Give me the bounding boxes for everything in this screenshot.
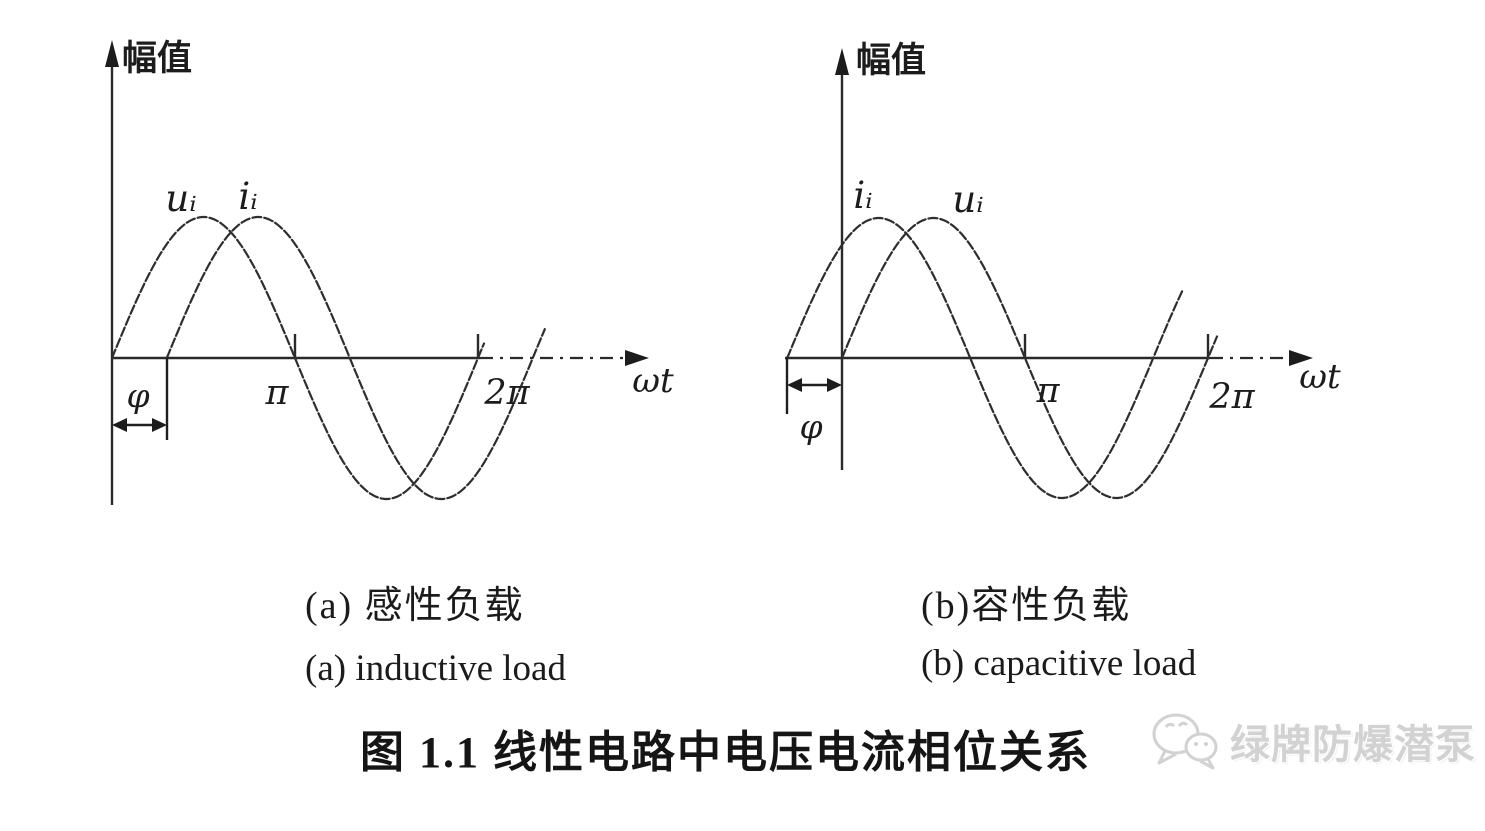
voltage-curve (840, 216, 1219, 500)
phase-arrowhead-left-icon (787, 378, 802, 392)
y-axis-arrowhead-icon (835, 48, 849, 75)
tick-label-pi: π (1035, 371, 1060, 411)
phase-label: φ (126, 376, 149, 415)
caption-b-zh: (b)容性负载 (921, 585, 1132, 627)
phase-arrowhead-right-icon (152, 418, 167, 432)
waveform-diagram-inductive: φ 幅值 ωt uᵢ iᵢ π 2π (105, 39, 674, 505)
x-axis-label: ωt (1299, 357, 1341, 397)
phase-arrowhead-right-icon (827, 378, 842, 392)
tick-label-2pi: 2π (1208, 377, 1255, 417)
x-ticks (1023, 334, 1210, 358)
wechat-logo-icon (1152, 713, 1218, 770)
x-axis-arrowhead-icon (625, 350, 649, 366)
current-curve (786, 216, 1185, 500)
voltage-curve-label: uᵢ (165, 177, 196, 220)
current-curve (165, 215, 546, 501)
watermark: 绿牌防爆潜泵 (1150, 710, 1476, 772)
phase-label: φ (799, 407, 822, 446)
x-axis-arrowhead-icon (1289, 350, 1313, 366)
current-curve-label: iᵢ (238, 175, 257, 218)
caption-a-en: (a) inductive load (305, 648, 566, 689)
y-axis-arrowhead-icon (105, 40, 119, 67)
figure-caption: 图 1.1 线性电路中电压电流相位关系 (360, 728, 1091, 777)
y-axis-label: 幅值 (122, 39, 192, 78)
waveform-diagram-capacitive: φ 幅值 ωt iᵢ uᵢ π 2π (785, 41, 1341, 500)
x-ticks (293, 334, 480, 358)
current-curve-label: iᵢ (853, 174, 872, 217)
phase-arrowhead-left-icon (112, 418, 127, 432)
tick-label-2pi: 2π (483, 373, 530, 413)
voltage-curve-label: uᵢ (952, 178, 983, 221)
voltage-curve (110, 215, 486, 501)
caption-b-en: (b) capacitive load (921, 643, 1197, 684)
phase-annotation: φ (785, 358, 842, 446)
caption-a-zh: (a) 感性负载 (305, 585, 525, 627)
x-axis-label: ωt (632, 361, 674, 401)
watermark-text: 绿牌防爆潜泵 (1230, 722, 1476, 767)
phase-annotation: φ (112, 358, 169, 440)
y-axis-label: 幅值 (856, 41, 926, 80)
tick-label-pi: π (264, 373, 289, 413)
